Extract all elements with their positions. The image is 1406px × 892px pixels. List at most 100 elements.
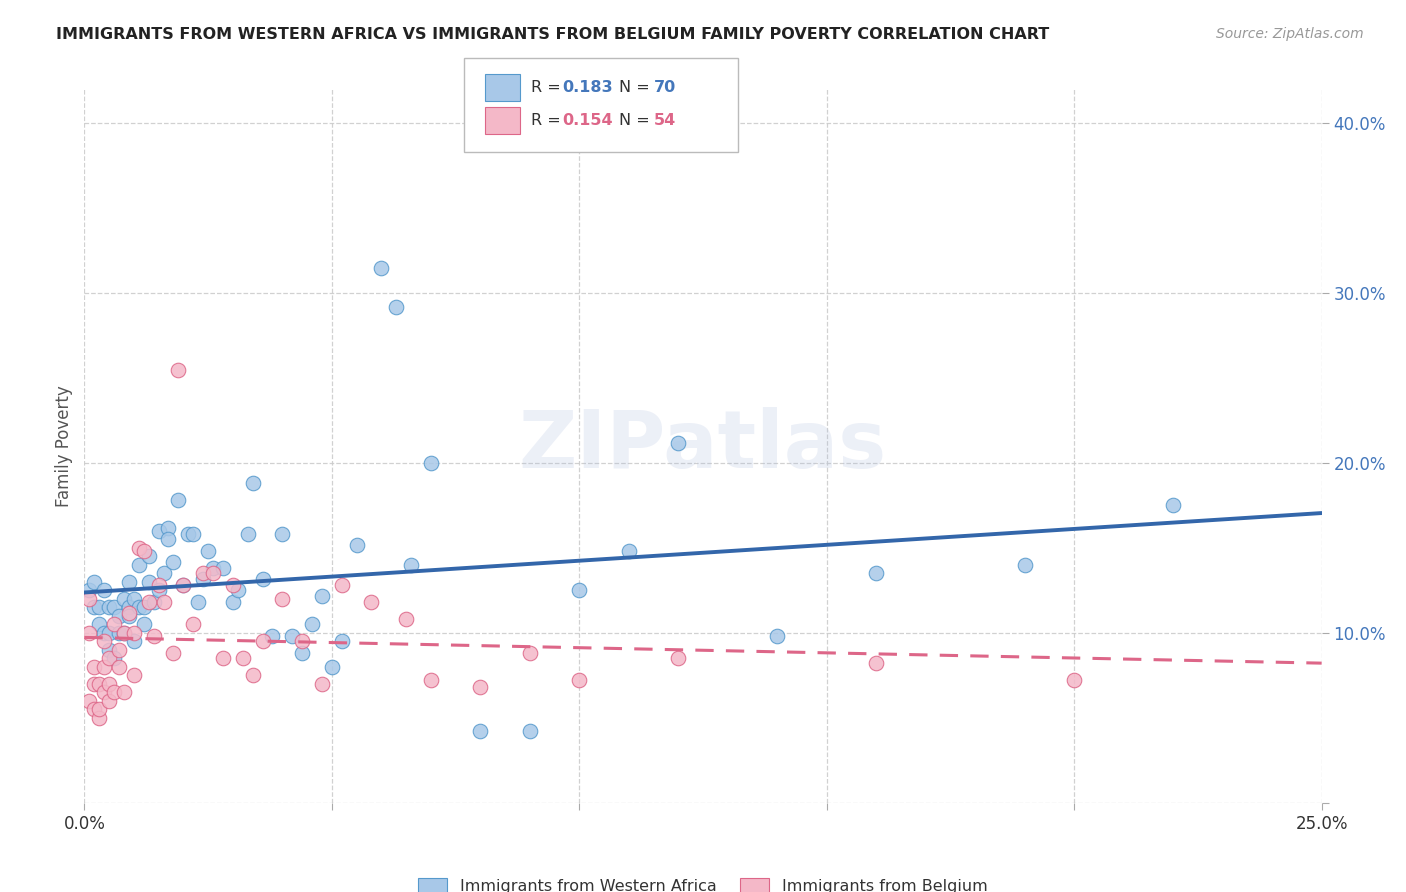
Point	[79, 583, 101, 598]
Point	[470, 680, 492, 694]
Point	[142, 629, 165, 643]
Point	[132, 617, 155, 632]
Point	[89, 677, 111, 691]
Point	[138, 574, 160, 589]
Point	[89, 617, 111, 632]
Point	[222, 578, 245, 592]
Point	[132, 544, 155, 558]
Point	[157, 533, 180, 547]
Point	[291, 646, 314, 660]
Point	[519, 646, 541, 660]
Point	[118, 600, 141, 615]
Point	[98, 626, 121, 640]
Point	[666, 651, 689, 665]
Point	[132, 600, 155, 615]
Point	[236, 527, 259, 541]
Point	[93, 685, 115, 699]
Point	[281, 629, 304, 643]
Point	[98, 694, 121, 708]
Point	[291, 634, 314, 648]
Text: 54: 54	[654, 113, 676, 128]
Point	[112, 626, 135, 640]
Text: Source: ZipAtlas.com: Source: ZipAtlas.com	[1216, 27, 1364, 41]
Point	[252, 572, 274, 586]
Point	[98, 677, 121, 691]
Point	[197, 544, 219, 558]
Text: 0.183: 0.183	[562, 80, 613, 95]
Point	[252, 634, 274, 648]
Point	[128, 558, 150, 572]
Point	[1161, 499, 1184, 513]
Point	[242, 668, 264, 682]
Point	[103, 685, 125, 699]
Point	[118, 606, 141, 620]
Point	[103, 600, 125, 615]
Point	[360, 595, 382, 609]
Point	[108, 643, 131, 657]
Point	[162, 555, 184, 569]
Point	[395, 612, 418, 626]
Point	[108, 608, 131, 623]
Point	[108, 626, 131, 640]
Point	[98, 643, 121, 657]
Point	[142, 595, 165, 609]
Point	[89, 600, 111, 615]
Point	[138, 595, 160, 609]
Point	[262, 629, 284, 643]
Point	[112, 685, 135, 699]
Point	[98, 651, 121, 665]
Point	[103, 617, 125, 632]
Point	[118, 608, 141, 623]
Point	[191, 566, 214, 581]
Point	[103, 651, 125, 665]
Point	[321, 660, 343, 674]
Text: 0.154: 0.154	[562, 113, 613, 128]
Point	[152, 595, 174, 609]
Point	[370, 260, 392, 275]
Point	[766, 629, 789, 643]
Point	[93, 626, 115, 640]
Point	[419, 673, 441, 688]
Point	[519, 724, 541, 739]
Point	[617, 544, 640, 558]
Text: R =: R =	[531, 113, 567, 128]
Point	[330, 634, 353, 648]
Point	[79, 591, 101, 606]
Point	[177, 527, 200, 541]
Point	[162, 646, 184, 660]
Text: 70: 70	[654, 80, 676, 95]
Point	[112, 626, 135, 640]
Point	[212, 651, 235, 665]
Text: R =: R =	[531, 80, 567, 95]
Text: IMMIGRANTS FROM WESTERN AFRICA VS IMMIGRANTS FROM BELGIUM FAMILY POVERTY CORRELA: IMMIGRANTS FROM WESTERN AFRICA VS IMMIGR…	[56, 27, 1049, 42]
Point	[79, 626, 101, 640]
Point	[122, 591, 145, 606]
Point	[83, 660, 105, 674]
Point	[242, 476, 264, 491]
Point	[271, 591, 294, 606]
Point	[122, 626, 145, 640]
Point	[93, 583, 115, 598]
Point	[385, 300, 408, 314]
Point	[122, 668, 145, 682]
Point	[83, 574, 105, 589]
Point	[157, 520, 180, 534]
Point	[865, 566, 887, 581]
Point	[89, 711, 111, 725]
Point	[1063, 673, 1085, 688]
Point	[226, 583, 249, 598]
Point	[181, 527, 204, 541]
Point	[118, 574, 141, 589]
Point	[568, 673, 591, 688]
Point	[271, 527, 294, 541]
Point	[191, 572, 214, 586]
Point	[666, 435, 689, 450]
Point	[346, 537, 368, 551]
Point	[311, 589, 333, 603]
Text: N =: N =	[619, 113, 655, 128]
Point	[187, 595, 209, 609]
Y-axis label: Family Poverty: Family Poverty	[55, 385, 73, 507]
Point	[79, 694, 101, 708]
Text: ZIPatlas: ZIPatlas	[519, 407, 887, 485]
Point	[148, 583, 170, 598]
